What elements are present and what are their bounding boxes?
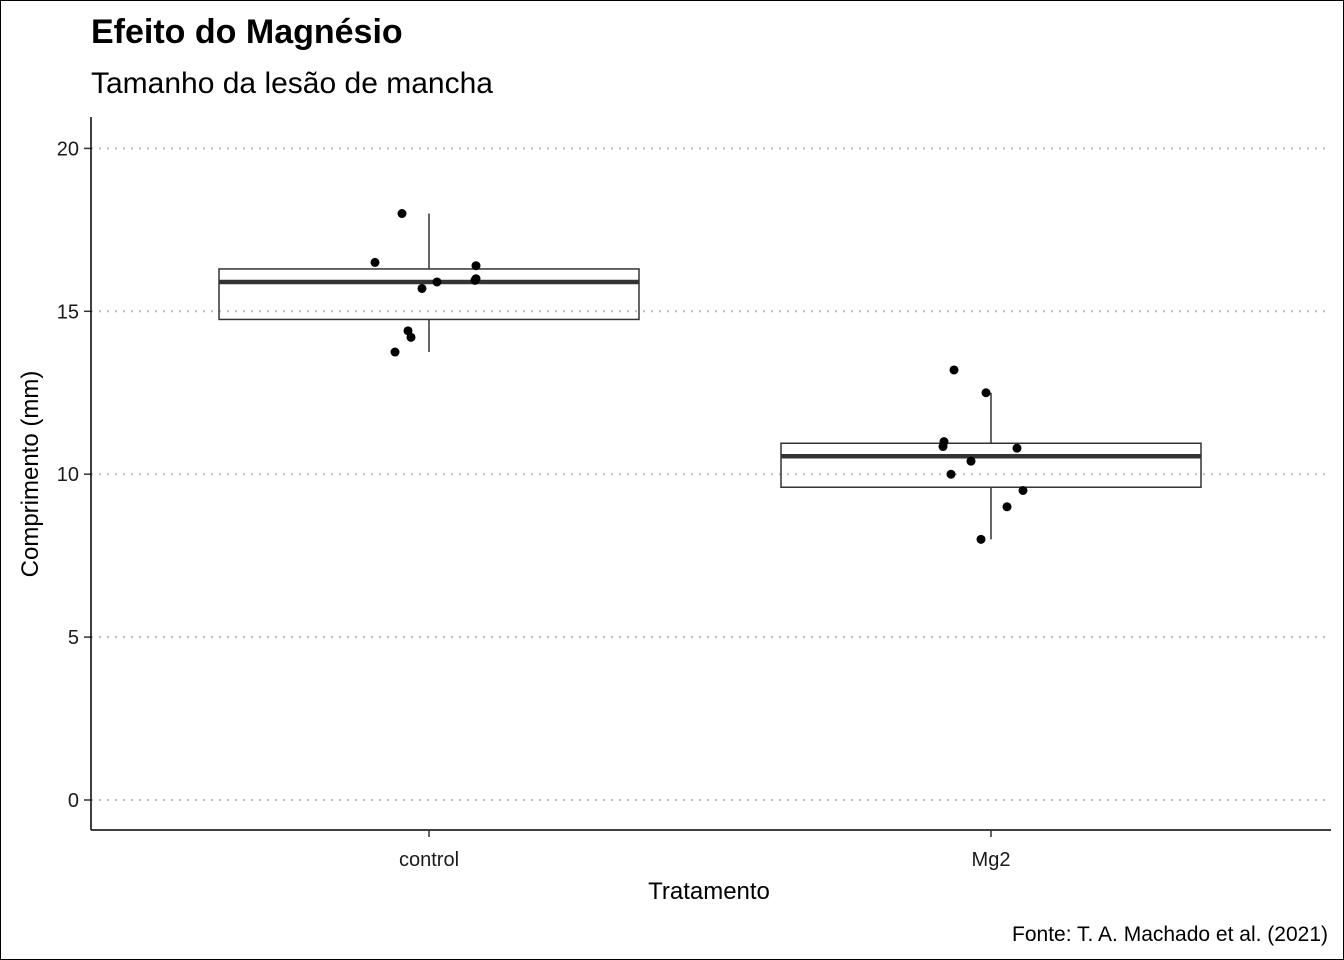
data-point [976, 534, 986, 544]
data-point [966, 456, 976, 466]
data-points [370, 209, 1028, 544]
data-point [938, 442, 948, 452]
data-point [1012, 443, 1022, 453]
data-point [471, 261, 481, 271]
data-point [1002, 502, 1012, 512]
y-axis-title: Comprimento (mm) [17, 371, 44, 578]
boxes [218, 213, 1202, 540]
box-iqr [780, 442, 1202, 488]
x-tick-label: control [399, 849, 459, 871]
data-point [417, 283, 427, 293]
y-tick-label: 5 [68, 627, 79, 649]
data-point [1018, 485, 1028, 495]
data-point [370, 257, 380, 267]
box-iqr [218, 268, 640, 321]
chart-caption: Fonte: T. A. Machado et al. (2021) [1012, 923, 1328, 946]
data-point [406, 332, 416, 342]
x-axis-title: Tratamento [648, 878, 770, 905]
y-tick-label: 15 [57, 301, 79, 323]
x-tick-label: Mg2 [972, 849, 1011, 871]
grid-lines [91, 147, 1331, 801]
chart-subtitle: Tamanho da lesão de mancha [91, 67, 493, 100]
data-point [946, 469, 956, 479]
data-point [432, 277, 442, 287]
data-point [390, 347, 400, 357]
y-tick-label: 0 [68, 790, 79, 812]
chart-title: Efeito do Magnésio [91, 13, 403, 51]
y-tick-label: 20 [57, 138, 79, 160]
axes: 0 5 10 15 20 control Mg2 [57, 117, 1331, 871]
data-point [397, 209, 407, 219]
data-point [949, 365, 959, 375]
y-tick-label: 10 [57, 464, 79, 486]
data-point [981, 388, 991, 398]
data-point [470, 275, 480, 285]
